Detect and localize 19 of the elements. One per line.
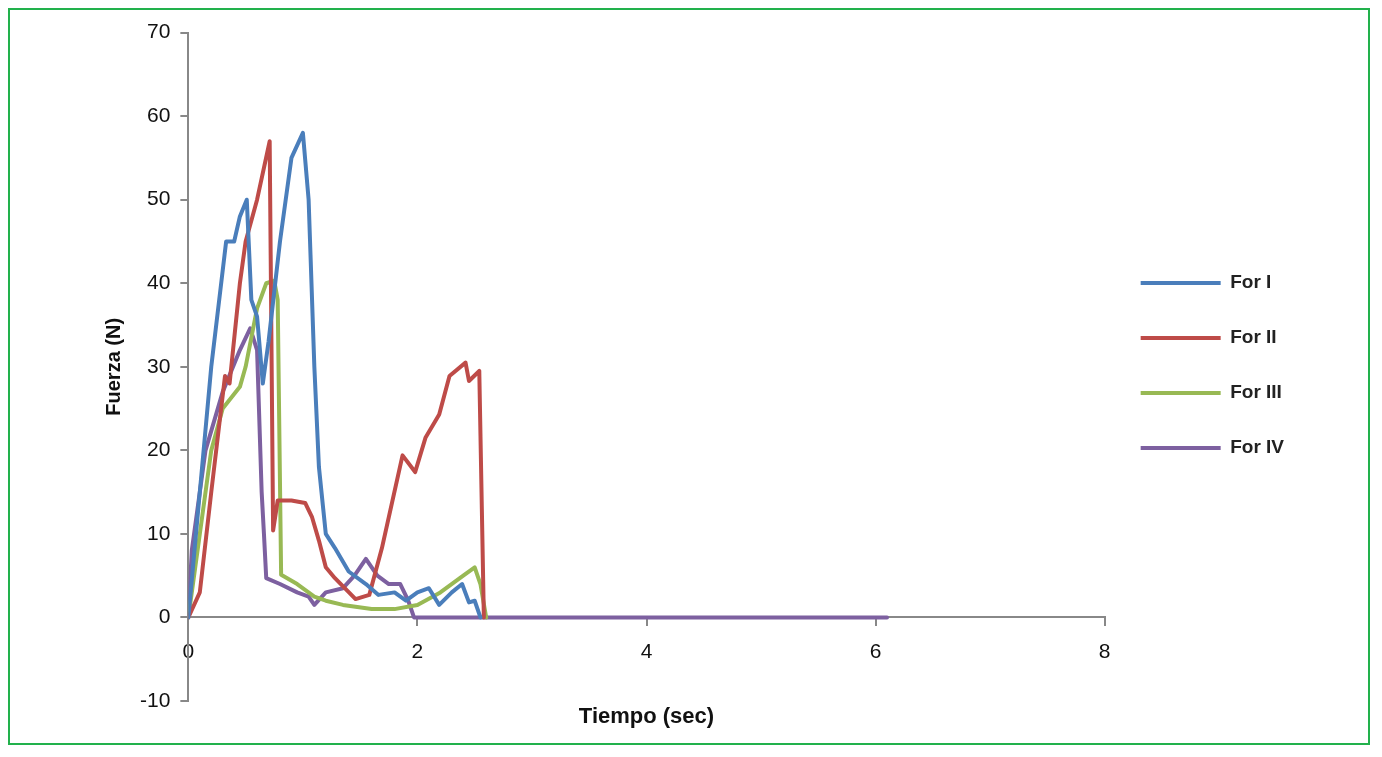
y-tick-label: -10: [139, 687, 171, 711]
y-tick-label: 60: [146, 102, 171, 126]
x-tick-label: 2: [411, 638, 424, 662]
y-tick-label: 70: [146, 19, 171, 43]
legend-label: For I: [1230, 271, 1272, 293]
y-tick-label: 30: [146, 353, 171, 377]
x-tick-label: 6: [869, 638, 882, 662]
y-tick-label: 20: [146, 437, 171, 461]
y-tick-label: 50: [146, 186, 171, 210]
x-axis-title: Tiempo (sec): [578, 702, 715, 728]
y-tick-label: 10: [146, 520, 171, 544]
y-axis-title: Fuerza (N): [101, 317, 124, 416]
legend-label: For II: [1230, 326, 1277, 348]
y-tick-label: 0: [158, 604, 171, 628]
legend-label: For IV: [1230, 436, 1285, 458]
y-tick-label: 40: [146, 270, 171, 294]
legend-label: For III: [1230, 381, 1282, 403]
x-tick-label: 8: [1098, 638, 1111, 662]
x-tick-label: 4: [640, 638, 653, 662]
